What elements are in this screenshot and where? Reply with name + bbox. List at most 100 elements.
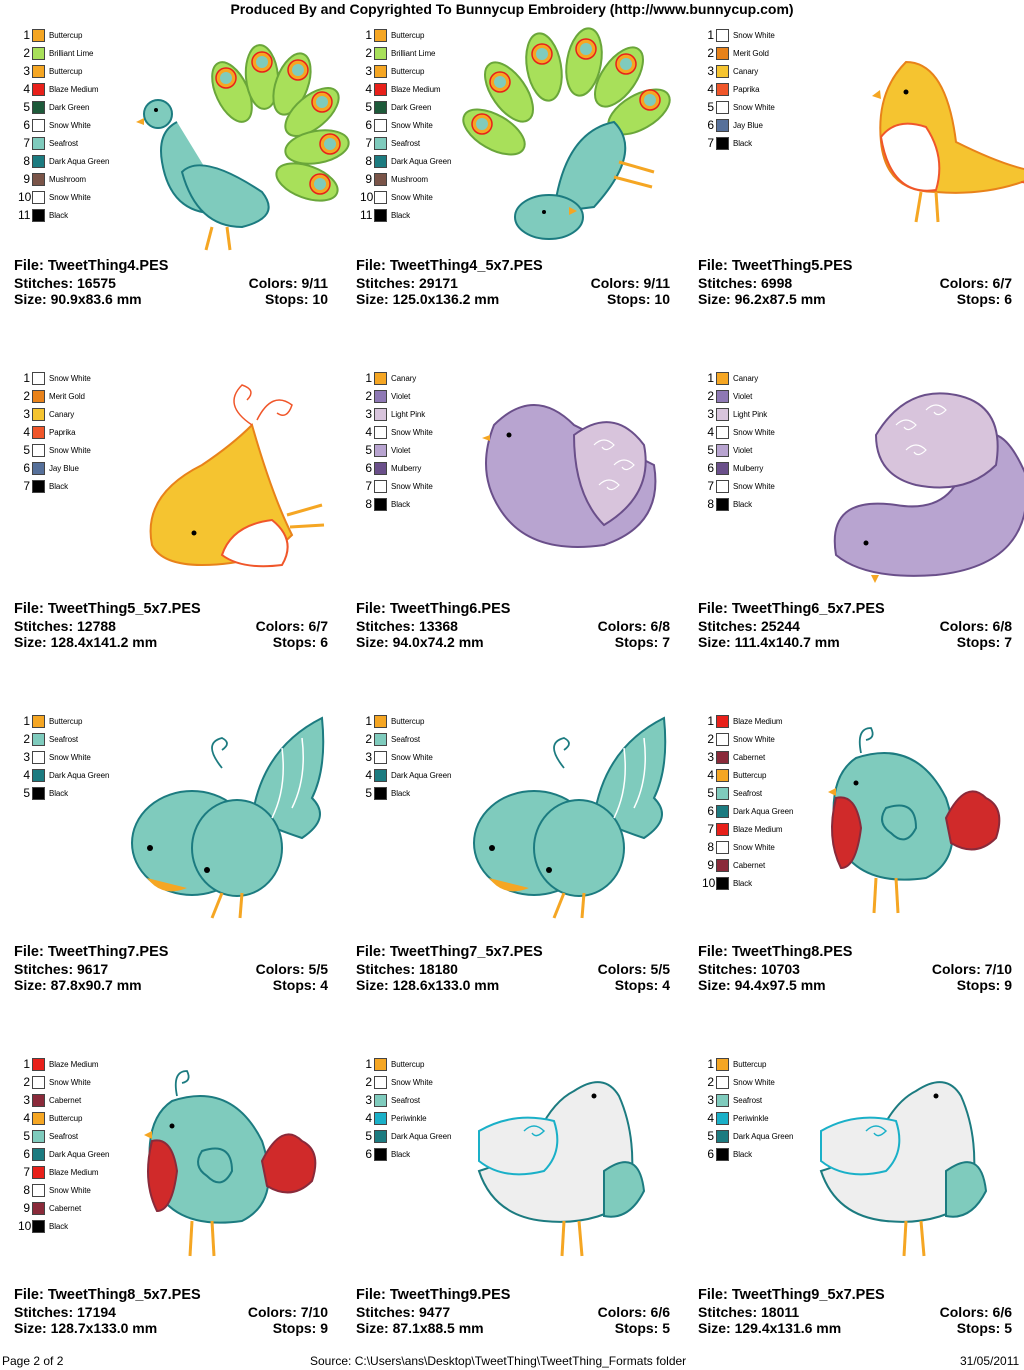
color-swatch — [32, 479, 45, 493]
palette-row: 5 Dark Aqua Green — [702, 1127, 793, 1145]
palette-row: 4 Blaze Medium — [360, 80, 451, 98]
palette-row: 4 Snow White — [360, 423, 432, 441]
color-swatch — [716, 136, 729, 150]
color-palette: 1 Buttercup 2 Brilliant Lime 3 Buttercup 4 Blaz… — [360, 26, 451, 224]
color-swatch — [374, 118, 387, 132]
color-palette: 1 Canary 2 Violet 3 Light Pink 4 Snow White 5 Vio… — [360, 369, 432, 513]
file-name: File: TweetThing4_5x7.PES — [356, 258, 543, 274]
palette-number: 8 — [707, 497, 714, 511]
stitch-count: Stitches: 12788 — [14, 618, 116, 634]
palette-row: 2 Snow White — [18, 1073, 109, 1091]
stitch-count: Stitches: 29171 — [356, 275, 458, 291]
thread-name: Snow White — [733, 427, 775, 437]
info-row: Size: 90.9x83.6 mm Stops: 10 — [14, 291, 328, 307]
thread-name: Cabernet — [49, 1095, 82, 1105]
color-palette: 1 Buttercup 2 Snow White 3 Seafrost 4 Periwinkl… — [360, 1055, 451, 1163]
palette-row: 2 Brilliant Lime — [18, 44, 109, 62]
page-header: Produced By and Copyrighted To Bunnycup … — [230, 1, 794, 17]
palette-number: 4 — [23, 1111, 30, 1125]
color-count: Colors: 6/8 — [597, 618, 670, 634]
palette-row: 11 Black — [360, 206, 451, 224]
palette-row: 3 Canary — [18, 405, 91, 423]
color-swatch — [716, 1147, 729, 1161]
palette-row: 6 Jay Blue — [702, 116, 775, 134]
palette-number: 2 — [707, 1075, 714, 1089]
thread-name: Dark Aqua Green — [391, 770, 452, 780]
palette-row: 1 Snow White — [18, 369, 91, 387]
thread-name: Cabernet — [733, 752, 766, 762]
stitch-count: Stitches: 25244 — [698, 618, 800, 634]
stop-count: Stops: 6 — [272, 634, 328, 650]
color-palette: 1 Buttercup 2 Snow White 3 Seafrost 4 Periwinkl… — [702, 1055, 793, 1163]
stop-count: Stops: 10 — [606, 291, 670, 307]
palette-number: 1 — [23, 371, 30, 385]
color-swatch — [716, 389, 729, 403]
thread-name: Brilliant Lime — [391, 48, 436, 58]
palette-row: 6 Snow White — [360, 116, 451, 134]
thread-name: Dark Aqua Green — [49, 770, 110, 780]
thread-name: Blaze Medium — [49, 1059, 99, 1069]
palette-number: 3 — [23, 750, 30, 764]
palette-row: 7 Black — [18, 477, 91, 495]
palette-number: 6 — [707, 1147, 714, 1161]
palette-row: 4 Paprika — [702, 80, 775, 98]
thread-name: Snow White — [49, 373, 91, 383]
palette-number: 3 — [707, 407, 714, 421]
palette-number: 3 — [23, 64, 30, 78]
design-size: Size: 90.9x83.6 mm — [14, 291, 142, 307]
info-row: Size: 128.6x133.0 mm Stops: 4 — [356, 977, 670, 993]
color-swatch — [374, 46, 387, 60]
color-swatch — [716, 407, 729, 421]
palette-row: 6 Mulberry — [702, 459, 775, 477]
stitch-count: Stitches: 17194 — [14, 1304, 116, 1320]
thread-name: Mulberry — [391, 463, 422, 473]
stop-count: Stops: 9 — [272, 1320, 328, 1336]
color-swatch — [374, 714, 387, 728]
color-swatch — [32, 154, 45, 168]
palette-number: 1 — [707, 371, 714, 385]
palette-number: 2 — [23, 46, 30, 60]
color-palette: 1 Buttercup 2 Seafrost 3 Snow White 4 Dark Aqua… — [18, 712, 109, 802]
thread-name: Paprika — [733, 84, 760, 94]
stop-count: Stops: 6 — [956, 291, 1012, 307]
thread-name: Black — [49, 210, 69, 220]
stitch-count: Stitches: 13368 — [356, 618, 458, 634]
palette-number: 7 — [707, 479, 714, 493]
palette-number: 1 — [707, 1057, 714, 1071]
thread-name: Seafrost — [49, 1131, 78, 1141]
color-swatch — [716, 714, 729, 728]
color-swatch — [716, 371, 729, 385]
color-swatch — [716, 64, 729, 78]
design-size: Size: 111.4x140.7 mm — [698, 634, 840, 650]
design-cell: 1 Buttercup 2 Brilliant Lime 3 Buttercup 4 Blaz… — [12, 22, 354, 365]
file-name: File: TweetThing8.PES — [698, 944, 853, 960]
color-swatch — [32, 371, 45, 385]
palette-row: 2 Snow White — [702, 1073, 793, 1091]
palette-row: 10 Black — [702, 874, 793, 892]
stitch-count: Stitches: 9477 — [356, 1304, 451, 1320]
palette-row: 4 Paprika — [18, 423, 91, 441]
palette-number: 5 — [23, 443, 30, 457]
stitch-count: Stitches: 16575 — [14, 275, 116, 291]
color-swatch — [716, 732, 729, 746]
palette-number: 2 — [365, 46, 372, 60]
info-row: Stitches: 25244 Colors: 6/8 — [698, 618, 1012, 634]
palette-number: 5 — [23, 1129, 30, 1143]
stop-count: Stops: 7 — [614, 634, 670, 650]
color-swatch — [716, 46, 729, 60]
color-swatch — [716, 82, 729, 96]
thread-name: Merit Gold — [49, 391, 85, 401]
color-swatch — [716, 1111, 729, 1125]
stop-count: Stops: 9 — [956, 977, 1012, 993]
design-cell: 1 Canary 2 Violet 3 Light Pink 4 Snow White 5 Vio… — [354, 365, 696, 708]
palette-number: 9 — [23, 172, 30, 186]
color-swatch — [374, 1093, 387, 1107]
color-swatch — [716, 479, 729, 493]
palette-row: 1 Buttercup — [360, 1055, 451, 1073]
design-cell: 1 Buttercup 2 Seafrost 3 Snow White 4 Dark Aqua… — [354, 708, 696, 1051]
palette-row: 9 Mushroom — [360, 170, 451, 188]
embroidery-design-image — [482, 404, 657, 548]
color-swatch — [716, 1129, 729, 1143]
thread-name: Canary — [733, 66, 759, 76]
palette-number: 5 — [365, 100, 372, 114]
